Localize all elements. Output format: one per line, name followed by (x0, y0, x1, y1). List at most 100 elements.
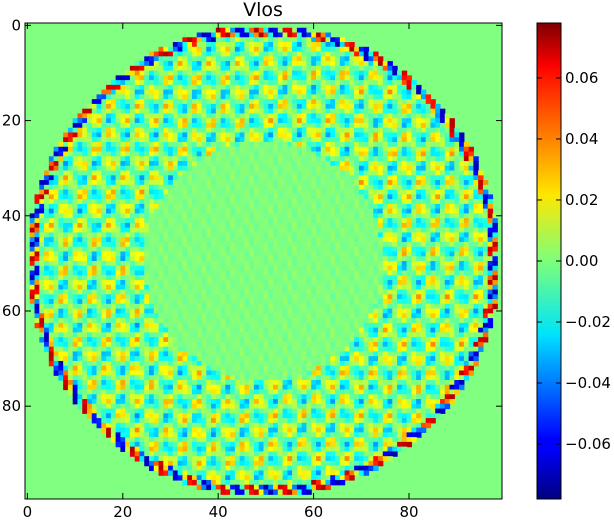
heatmap-cell (420, 165, 427, 172)
heatmap-cell (368, 170, 374, 176)
heatmap-cell (358, 189, 365, 195)
heatmap-cell (129, 75, 136, 81)
heatmap-cell (91, 132, 98, 138)
heatmap-cell (397, 80, 403, 86)
heatmap-cell (349, 184, 355, 191)
heatmap-cell (387, 175, 393, 181)
heatmap-cell (416, 199, 422, 205)
heatmap-cell (435, 122, 441, 129)
heatmap-cell (115, 284, 121, 291)
heatmap-cell (335, 222, 341, 229)
heatmap-cell (191, 246, 198, 253)
heatmap-cell (430, 246, 436, 253)
heatmap-cell (172, 308, 179, 314)
heatmap-cell (358, 70, 365, 76)
heatmap-cell (206, 280, 212, 286)
heatmap-cell (139, 161, 145, 167)
heatmap-cell (163, 151, 169, 157)
heatmap-cell (168, 275, 174, 281)
heatmap-cell (191, 61, 198, 67)
heatmap-cell (144, 175, 150, 181)
heatmap-cell (144, 118, 150, 124)
heatmap-cell (387, 61, 393, 67)
heatmap-cell (139, 170, 145, 176)
heatmap-cell (392, 256, 398, 262)
heatmap-cell (435, 189, 441, 195)
heatmap-cell (149, 94, 155, 100)
heatmap-cell (282, 303, 288, 310)
heatmap-cell (39, 227, 45, 234)
heatmap-cell (153, 199, 160, 205)
heatmap-cell (444, 294, 451, 300)
heatmap-cell (139, 75, 145, 81)
heatmap-cell (311, 218, 317, 224)
heatmap-cell (153, 56, 160, 62)
heatmap-cell (268, 175, 274, 181)
heatmap-cell (91, 165, 98, 172)
heatmap-cell (287, 37, 293, 43)
heatmap-cell (373, 122, 379, 129)
heatmap-cell (382, 146, 389, 153)
heatmap-cell (425, 161, 432, 167)
heatmap-cell (349, 151, 355, 157)
heatmap-cell (63, 194, 69, 200)
heatmap-cell (444, 227, 451, 234)
heatmap-cell (425, 127, 432, 134)
heatmap-cell (249, 137, 255, 143)
heatmap-cell (292, 165, 298, 172)
heatmap-cell (163, 213, 169, 219)
heatmap-cell (120, 108, 126, 115)
heatmap-cell (172, 127, 179, 134)
heatmap-cell (67, 184, 74, 191)
heatmap-cell (134, 294, 141, 300)
heatmap-cell (411, 127, 417, 134)
heatmap-cell (101, 284, 107, 291)
heatmap-cell (335, 80, 341, 86)
heatmap-cell (344, 232, 350, 238)
heatmap-cell (239, 289, 246, 295)
heatmap-cell (373, 265, 379, 272)
heatmap-cell (273, 151, 279, 157)
heatmap-cell (301, 61, 308, 67)
heatmap-cell (67, 175, 74, 181)
heatmap-cell (463, 289, 470, 295)
heatmap-cell (53, 241, 59, 248)
heatmap-cell (144, 94, 150, 100)
heatmap-cell (296, 299, 303, 305)
heatmap-cell (158, 137, 164, 143)
heatmap-cell (354, 313, 360, 319)
heatmap-cell (282, 294, 288, 300)
heatmap-cell (182, 175, 188, 181)
heatmap-cell (125, 227, 131, 234)
heatmap-cell (249, 222, 255, 229)
heatmap-cell (253, 32, 260, 38)
heatmap-cell (153, 261, 160, 267)
heatmap-cell (34, 261, 40, 267)
heatmap-cell (273, 232, 279, 238)
heatmap-cell (449, 284, 455, 291)
heatmap-cell (406, 203, 412, 210)
heatmap-cell (206, 241, 212, 248)
heatmap-cell (406, 118, 412, 124)
heatmap-cell (172, 280, 179, 286)
heatmap-cell (91, 256, 98, 262)
heatmap-cell (449, 137, 455, 143)
heatmap-cell (211, 32, 217, 38)
heatmap-cell (382, 99, 389, 105)
heatmap-cell (258, 213, 265, 219)
heatmap-cell (473, 218, 479, 224)
heatmap-cell (134, 237, 141, 243)
heatmap-cell (435, 313, 441, 319)
heatmap-cell (478, 180, 484, 186)
heatmap-cell (153, 303, 160, 310)
heatmap-cell (215, 142, 222, 148)
heatmap-cell (282, 189, 288, 195)
heatmap-cell (263, 303, 269, 310)
heatmap-cell (87, 146, 93, 153)
heatmap-cell (253, 70, 260, 76)
heatmap-cell (439, 132, 446, 138)
heatmap-cell (153, 142, 160, 148)
heatmap-cell (230, 303, 236, 310)
heatmap-cell (368, 213, 374, 219)
heatmap-cell (344, 218, 350, 224)
